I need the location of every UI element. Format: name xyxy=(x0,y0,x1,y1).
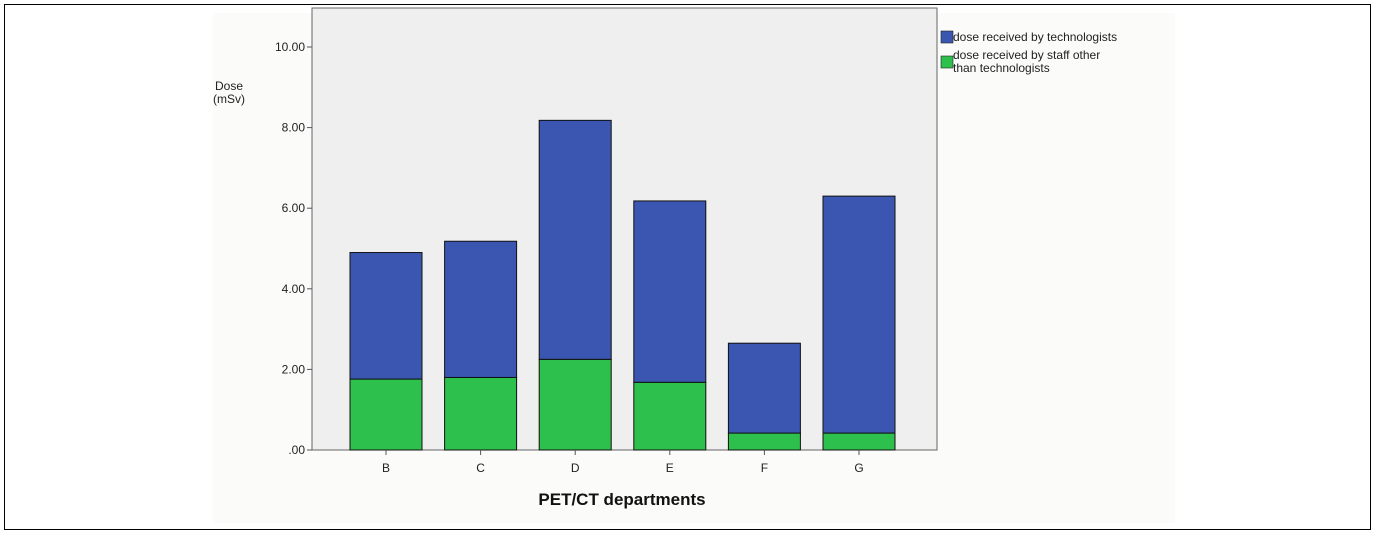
bars xyxy=(349,119,896,451)
y-tick-label: 6.00 xyxy=(282,201,306,215)
bar-E-technologists xyxy=(633,200,707,383)
bar-C-technologists xyxy=(444,240,518,378)
y-tick-label: 4.00 xyxy=(282,282,306,296)
legend: dose received by technologists dose rece… xyxy=(940,30,1117,75)
bar-D-staff xyxy=(538,358,612,451)
y-axis-label-line1: Dose xyxy=(215,79,243,93)
x-tick-label: B xyxy=(382,461,390,475)
legend-swatch-technologists xyxy=(940,30,954,44)
x-tick-label: E xyxy=(666,461,674,475)
x-axis-title: PET/CT departments xyxy=(538,490,705,509)
bar-G-technologists xyxy=(822,195,896,434)
y-axis-label-line2: (mSv) xyxy=(213,92,245,106)
bar-F-staff xyxy=(727,432,801,451)
y-tick-label: 8.00 xyxy=(282,121,306,135)
bar-C-staff xyxy=(444,376,518,451)
legend-label-staff-line1: dose received by staff other xyxy=(953,48,1100,62)
bar-B-staff xyxy=(349,378,423,451)
bar-E-staff xyxy=(633,381,707,451)
bar-F-technologists xyxy=(727,342,801,434)
x-tick-label: G xyxy=(854,461,863,475)
bar-G-staff xyxy=(822,432,896,451)
y-tick-label: .00 xyxy=(288,443,305,457)
x-tick-label: D xyxy=(571,461,580,475)
y-axis: .00 2.00 4.00 6.00 8.00 10.00 xyxy=(275,40,312,457)
x-axis: B C D E F G xyxy=(382,450,864,475)
x-tick-label: F xyxy=(761,461,768,475)
legend-label-technologists: dose received by technologists xyxy=(953,30,1117,44)
y-tick-label: 2.00 xyxy=(282,362,306,376)
bar-B-technologists xyxy=(349,252,423,380)
bar-D-technologists xyxy=(538,119,612,360)
legend-label-staff-line2: than technologists xyxy=(953,61,1050,75)
legend-swatch-staff xyxy=(940,55,954,69)
y-tick-label: 10.00 xyxy=(275,40,305,54)
x-tick-label: C xyxy=(476,461,485,475)
